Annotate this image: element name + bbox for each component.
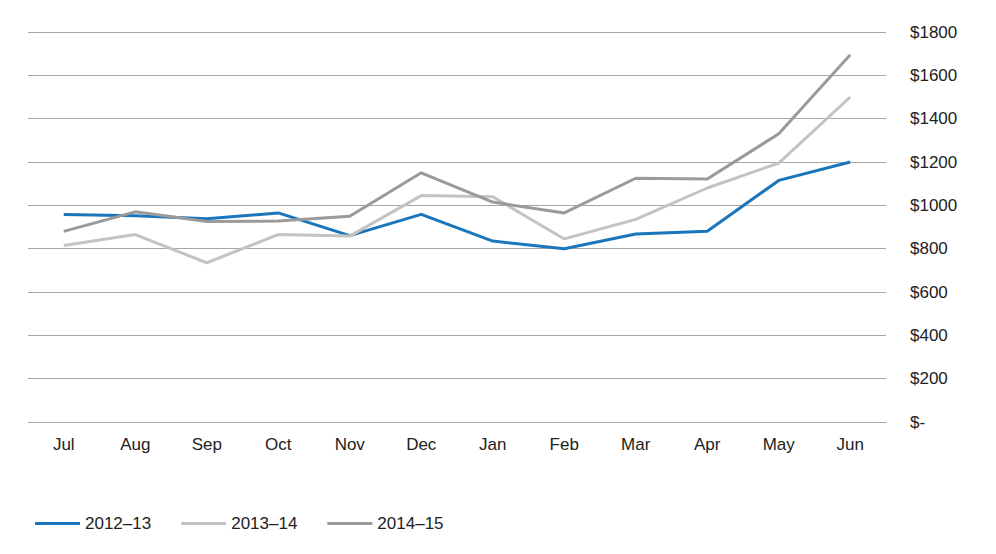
svg-text:Mar: Mar: [621, 435, 651, 454]
svg-text:2013–14: 2013–14: [231, 514, 297, 533]
svg-text:$400: $400: [910, 326, 948, 345]
svg-text:$-: $-: [910, 413, 925, 432]
svg-text:Aug: Aug: [120, 435, 150, 454]
svg-text:$1600: $1600: [910, 66, 957, 85]
svg-text:Jul: Jul: [53, 435, 75, 454]
svg-text:May: May: [763, 435, 796, 454]
svg-text:$1200: $1200: [910, 153, 957, 172]
svg-text:$1800: $1800: [910, 23, 957, 42]
svg-text:Jan: Jan: [479, 435, 506, 454]
svg-text:$1000: $1000: [910, 196, 957, 215]
svg-text:Dec: Dec: [406, 435, 437, 454]
svg-text:$800: $800: [910, 239, 948, 258]
svg-text:Sep: Sep: [192, 435, 222, 454]
svg-text:2014–15: 2014–15: [377, 514, 443, 533]
svg-text:2012–13: 2012–13: [85, 514, 151, 533]
svg-text:$1400: $1400: [910, 109, 957, 128]
svg-text:$600: $600: [910, 283, 948, 302]
svg-text:Oct: Oct: [265, 435, 292, 454]
svg-text:Jun: Jun: [837, 435, 864, 454]
svg-text:$200: $200: [910, 369, 948, 388]
svg-text:Feb: Feb: [550, 435, 579, 454]
svg-text:Apr: Apr: [694, 435, 721, 454]
svg-text:Nov: Nov: [335, 435, 366, 454]
